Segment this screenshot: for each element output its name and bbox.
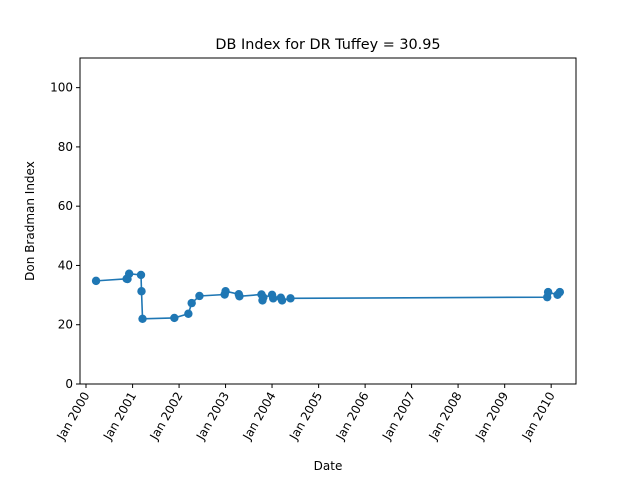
data-point <box>235 292 244 301</box>
data-point <box>195 291 204 301</box>
data-point <box>170 313 179 323</box>
plot-frame <box>79 57 577 385</box>
data-point <box>184 309 193 318</box>
data-point <box>555 287 565 297</box>
y-tick-label: 100 <box>50 81 73 95</box>
y-axis-label: Don Bradman Index <box>23 161 37 281</box>
data-point <box>543 287 553 297</box>
plot-area <box>80 58 576 384</box>
y-axis: 0 20 40 60 80 100 <box>50 81 80 391</box>
data-point <box>221 287 230 296</box>
data-point <box>187 298 196 308</box>
data-point <box>136 270 146 280</box>
data-point <box>124 269 134 278</box>
y-tick-label: 60 <box>58 199 73 213</box>
data-point <box>137 287 146 296</box>
data-point <box>259 293 268 302</box>
series-layer <box>91 269 565 323</box>
data-point <box>286 294 295 303</box>
y-tick-label: 80 <box>58 140 73 154</box>
data-point <box>91 276 101 286</box>
chart-title: DB Index for DR Tuffey = 30.95 <box>215 37 440 53</box>
y-tick-label: 20 <box>58 318 73 332</box>
y-tick-label: 40 <box>58 258 73 272</box>
data-point <box>138 314 147 323</box>
data-point <box>268 294 278 303</box>
x-axis-label: Date <box>314 459 343 473</box>
data-point <box>277 296 287 305</box>
y-tick-label: 0 <box>65 377 73 391</box>
